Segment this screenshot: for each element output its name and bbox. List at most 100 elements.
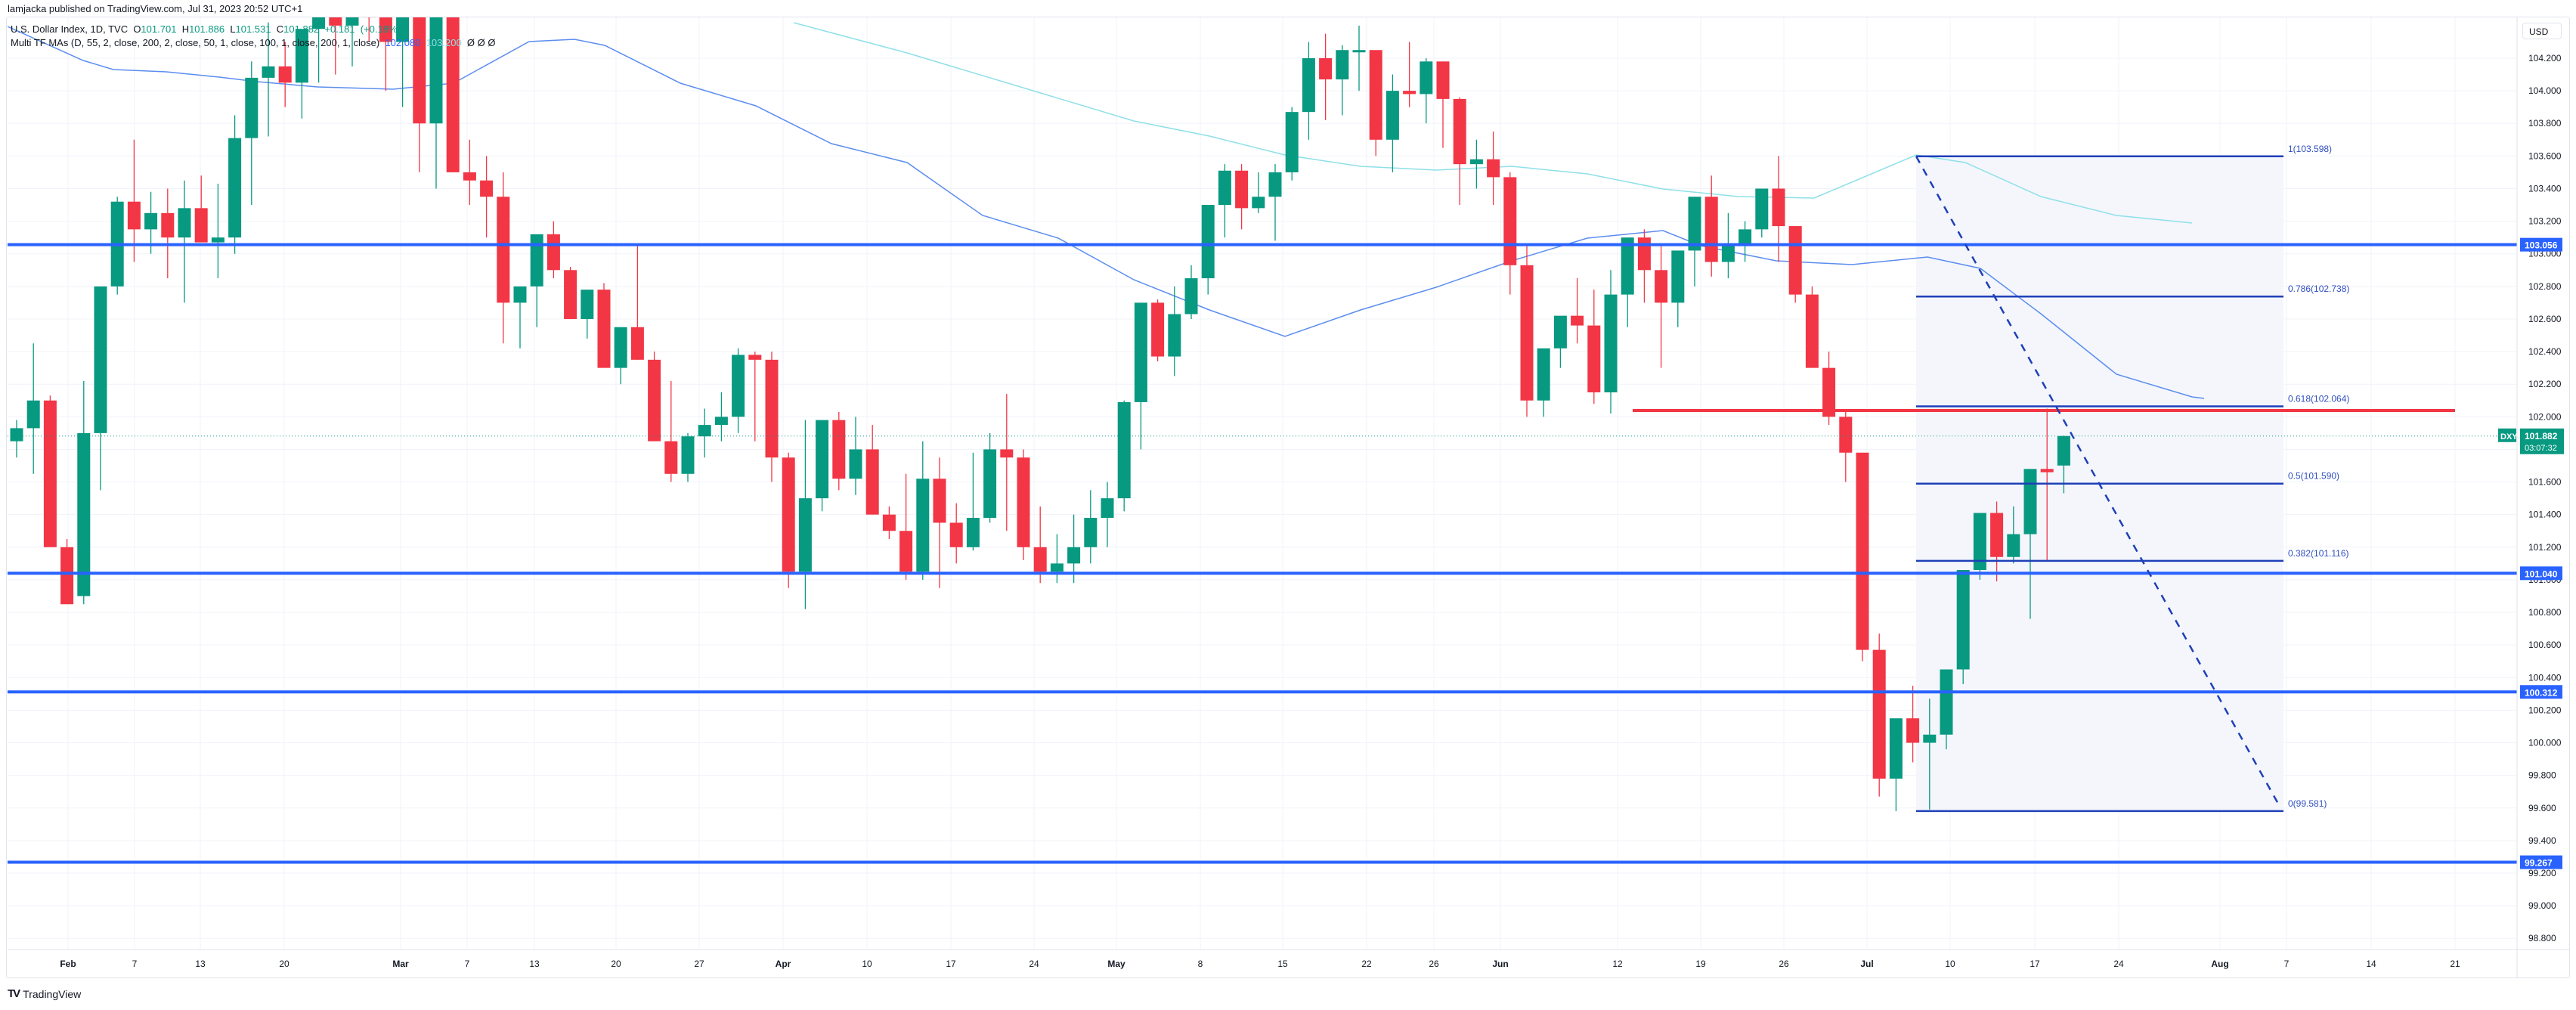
candle[interactable] bbox=[1671, 250, 1685, 327]
candle[interactable] bbox=[446, 0, 460, 172]
candle[interactable] bbox=[329, 2, 342, 75]
candle[interactable] bbox=[1704, 175, 1718, 277]
candle[interactable] bbox=[1369, 50, 1382, 156]
candle[interactable] bbox=[1923, 699, 1937, 810]
candle[interactable] bbox=[1604, 270, 1618, 414]
candle[interactable] bbox=[1151, 299, 1165, 362]
candle[interactable] bbox=[732, 348, 745, 433]
candle[interactable] bbox=[1520, 245, 1534, 417]
candle[interactable] bbox=[1805, 286, 1819, 368]
candle[interactable] bbox=[1487, 132, 1500, 206]
candle[interactable] bbox=[413, 0, 426, 172]
price-level-tag[interactable]: 101.040 bbox=[2520, 566, 2562, 581]
candle[interactable] bbox=[429, 0, 443, 189]
candle[interactable] bbox=[630, 245, 644, 360]
candle[interactable] bbox=[1420, 58, 1433, 124]
candle[interactable] bbox=[1637, 229, 1651, 303]
candle[interactable] bbox=[178, 180, 191, 303]
candle[interactable] bbox=[614, 327, 627, 385]
candle[interactable] bbox=[10, 420, 23, 458]
candle[interactable] bbox=[513, 286, 527, 349]
candle[interactable] bbox=[1503, 172, 1517, 295]
candle[interactable] bbox=[916, 441, 930, 580]
candle[interactable] bbox=[295, 29, 308, 119]
candle[interactable] bbox=[396, 2, 410, 107]
candle[interactable] bbox=[312, 9, 326, 83]
candle[interactable] bbox=[278, 42, 292, 107]
candle[interactable] bbox=[782, 452, 795, 588]
candle[interactable] bbox=[1067, 514, 1081, 584]
candle[interactable] bbox=[1084, 490, 1098, 564]
candle[interactable] bbox=[681, 432, 695, 482]
candle[interactable] bbox=[1235, 164, 1249, 230]
candle[interactable] bbox=[228, 115, 242, 254]
candle[interactable] bbox=[765, 352, 779, 482]
candle[interactable] bbox=[748, 352, 762, 441]
candle[interactable] bbox=[1872, 634, 1886, 797]
candle[interactable] bbox=[77, 380, 91, 605]
candle[interactable] bbox=[1553, 315, 1567, 368]
candle[interactable] bbox=[345, 2, 359, 67]
candle[interactable] bbox=[480, 156, 494, 238]
candle[interactable] bbox=[597, 283, 611, 368]
candle[interactable] bbox=[1822, 352, 1836, 426]
candle[interactable] bbox=[60, 539, 74, 605]
candle[interactable] bbox=[1201, 205, 1215, 295]
currency-button[interactable]: USD bbox=[2522, 23, 2562, 39]
candle[interactable] bbox=[1386, 74, 1399, 172]
candle[interactable] bbox=[1856, 452, 1869, 661]
candle[interactable] bbox=[245, 61, 259, 206]
candle[interactable] bbox=[1268, 164, 1282, 241]
candle[interactable] bbox=[983, 432, 997, 523]
candle[interactable] bbox=[1537, 348, 1550, 417]
current-price-tag[interactable]: DXY 101.882 03:07:32 bbox=[2498, 428, 2564, 454]
candle[interactable] bbox=[530, 234, 543, 327]
candle[interactable] bbox=[43, 395, 57, 547]
candle[interactable] bbox=[26, 343, 40, 474]
candle[interactable] bbox=[664, 380, 678, 482]
candle[interactable] bbox=[1940, 669, 1953, 750]
candle[interactable] bbox=[1688, 197, 1701, 287]
candle[interactable] bbox=[1469, 139, 1483, 189]
candle[interactable] bbox=[1033, 506, 1047, 584]
candle[interactable] bbox=[1336, 45, 1349, 116]
candle[interactable] bbox=[648, 352, 661, 441]
candle[interactable] bbox=[1050, 534, 1064, 584]
symbol-info[interactable]: U.S. Dollar Index, 1D, TVC bbox=[11, 23, 128, 35]
candle[interactable] bbox=[1571, 278, 1584, 344]
candle[interactable] bbox=[949, 503, 963, 564]
candle[interactable] bbox=[497, 172, 510, 344]
candle[interactable] bbox=[1973, 513, 1986, 580]
candle[interactable] bbox=[1738, 221, 1752, 262]
candle[interactable] bbox=[899, 473, 913, 580]
candle[interactable] bbox=[1587, 290, 1601, 404]
candle[interactable] bbox=[161, 188, 175, 279]
candle[interactable] bbox=[1655, 245, 1668, 368]
candle[interactable] bbox=[581, 290, 594, 339]
candle[interactable] bbox=[194, 175, 208, 243]
candle[interactable] bbox=[714, 392, 728, 441]
candle[interactable] bbox=[1168, 286, 1181, 376]
candle[interactable] bbox=[1017, 449, 1030, 561]
candle[interactable] bbox=[546, 221, 560, 279]
candle[interactable] bbox=[798, 420, 812, 609]
candle[interactable] bbox=[849, 417, 862, 495]
candle[interactable] bbox=[262, 22, 275, 137]
price-level-tag[interactable]: 103.056 bbox=[2520, 237, 2562, 252]
candle[interactable] bbox=[1889, 718, 1903, 812]
price-level-tag[interactable]: 100.312 bbox=[2520, 685, 2562, 699]
candle[interactable] bbox=[2007, 506, 2020, 564]
fib-trend-line[interactable] bbox=[1915, 156, 2280, 806]
indicator-name[interactable]: Multi TF MAs (D, 55, 2, close, 200, 2, c… bbox=[11, 37, 380, 48]
candle[interactable] bbox=[1403, 42, 1416, 107]
candle[interactable] bbox=[1184, 265, 1198, 319]
chart-frame[interactable] bbox=[6, 17, 2570, 978]
candle[interactable] bbox=[832, 411, 846, 491]
candle[interactable] bbox=[1117, 400, 1131, 512]
candle[interactable] bbox=[1352, 25, 1366, 91]
candle[interactable] bbox=[1621, 237, 1634, 327]
candle[interactable] bbox=[1319, 33, 1333, 120]
candle[interactable] bbox=[94, 286, 107, 491]
candle[interactable] bbox=[966, 452, 980, 551]
candle[interactable] bbox=[882, 506, 896, 540]
